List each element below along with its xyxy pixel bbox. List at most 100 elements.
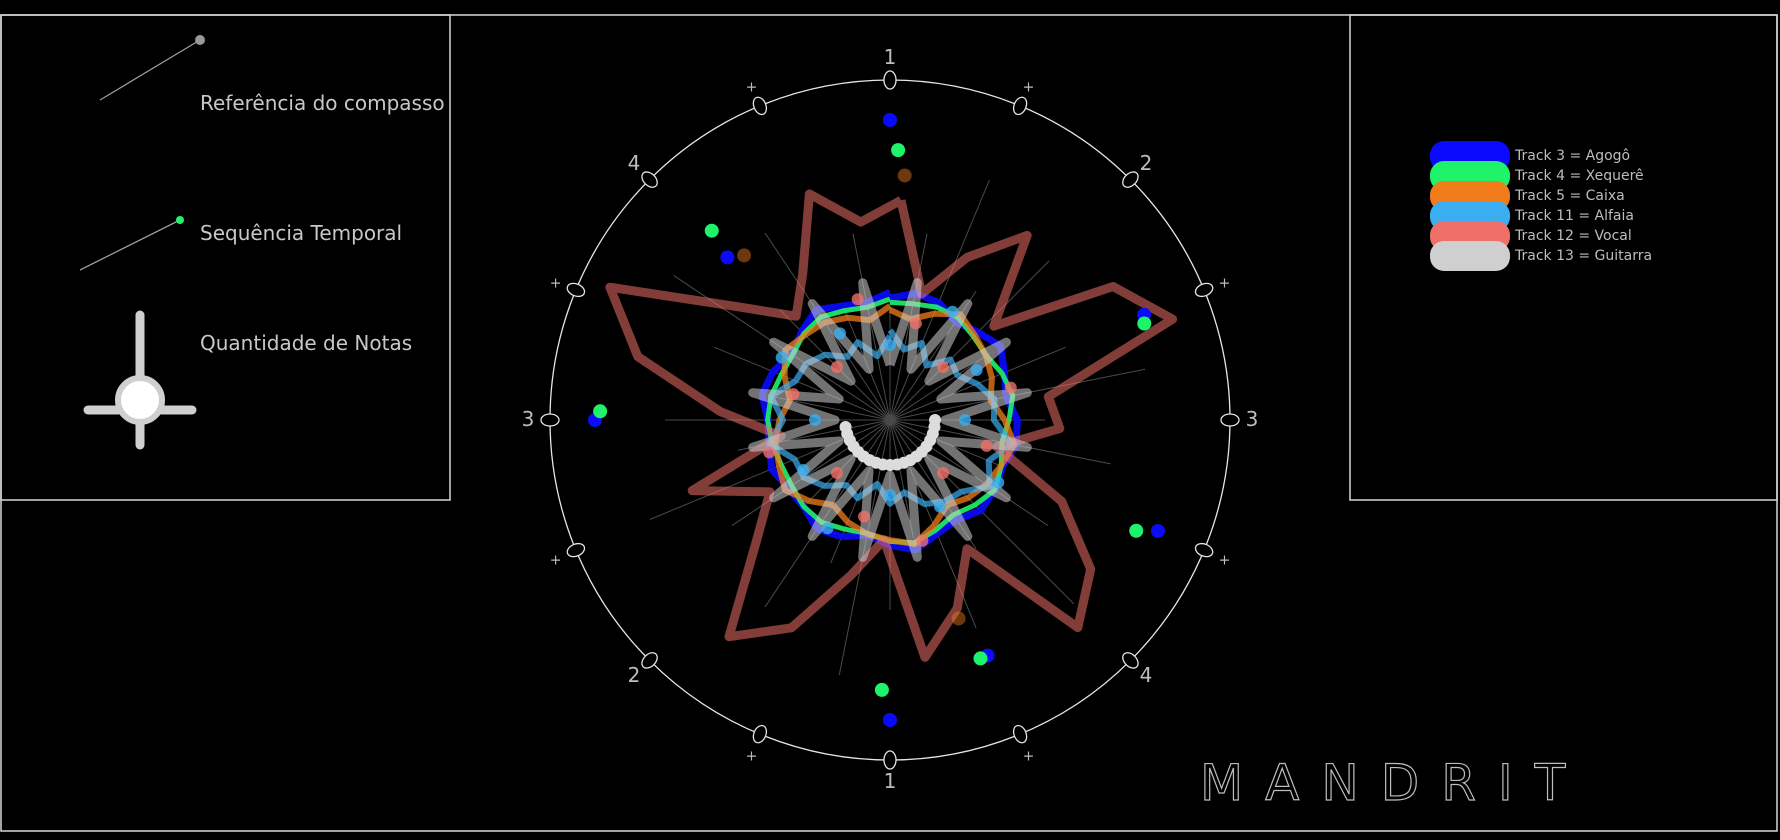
beat-label: 1 <box>884 45 897 69</box>
inner-note-dot <box>959 414 971 426</box>
beat-marker <box>1122 652 1139 669</box>
sequence-dot <box>1129 523 1144 538</box>
beat-marker <box>566 542 586 558</box>
inner-note-dot <box>1004 381 1017 394</box>
track-label: Track 5 = Caixa <box>1514 188 1625 204</box>
spoke <box>714 346 891 421</box>
beat-marker <box>1122 171 1139 188</box>
spoke <box>889 419 1049 526</box>
sequence-dot <box>1137 316 1152 331</box>
beat-marker <box>883 750 897 770</box>
beat-label: + <box>1219 553 1231 569</box>
vocal-track-line <box>605 189 1178 662</box>
beat-label: 1 <box>884 769 897 793</box>
track-swatch <box>1430 241 1510 271</box>
beat-label: + <box>550 553 562 569</box>
track-legend: Track 3 = Agogô Track 4 = Xequerê Track 5 … <box>1430 141 1652 271</box>
inner-note-dot <box>775 351 788 364</box>
left-legend: Referência do compasso Sequência Tempora… <box>79 35 445 450</box>
brand-title: MANDRIT <box>1200 754 1587 812</box>
sequence-dot <box>874 682 889 697</box>
measure-reference-dot-icon <box>195 35 205 45</box>
beat-label: + <box>746 80 758 96</box>
time-sequence-icon <box>79 219 181 271</box>
guitar-note-dot <box>839 421 852 434</box>
sequence-dot <box>897 168 912 183</box>
sequence-dot <box>1150 523 1165 538</box>
measure-reference-icon <box>99 39 201 101</box>
spoke <box>731 419 891 526</box>
measure-reference-label: Referência do compasso <box>200 91 445 115</box>
track-label: Track 4 = Xequerê <box>1514 168 1644 184</box>
inner-note-dot <box>909 317 922 330</box>
inner-note-dot <box>937 360 950 373</box>
beat-label: 3 <box>522 407 535 431</box>
beat-label: 4 <box>628 151 641 175</box>
spoke <box>889 260 1050 421</box>
beat-label: 2 <box>1140 151 1153 175</box>
beat-marker <box>540 413 560 427</box>
beat-marker <box>752 724 768 744</box>
spoke <box>889 419 914 538</box>
sequence-dot <box>737 248 752 263</box>
inner-note-dot <box>934 500 946 513</box>
inner-note-dot <box>884 489 896 501</box>
sequence-dots <box>588 113 1165 727</box>
beat-label: 2 <box>628 663 641 687</box>
inner-note-dot <box>884 339 896 351</box>
inner-note-dot <box>946 305 959 318</box>
beat-markers <box>540 70 1240 770</box>
note-count-icon <box>83 310 197 450</box>
inner-note-dot <box>858 510 871 523</box>
inner-note-dot <box>851 293 864 306</box>
inner-note-dot <box>797 464 810 476</box>
note-count-label: Quantidade de Notas <box>200 331 412 355</box>
beat-label: + <box>1023 748 1035 764</box>
track-label: Track 13 = Guitarra <box>1514 248 1652 264</box>
sequence-dot <box>883 713 897 727</box>
beat-marker <box>1194 542 1214 558</box>
sequence-dot <box>720 250 735 265</box>
track-label: Track 11 = Alfaia <box>1514 208 1634 224</box>
spoke <box>889 233 928 421</box>
track-label: Track 12 = Vocal <box>1514 228 1632 244</box>
time-sequence-dot-icon <box>176 216 184 224</box>
beat-marker <box>641 171 658 188</box>
inner-note-dot <box>992 476 1005 489</box>
beat-label: + <box>1219 275 1231 291</box>
beat-marker <box>883 70 897 90</box>
rhythm-dial: 1 +2 +3 +4 +1 +2 +3 +4 + <box>522 45 1259 793</box>
track-label: Track 3 = Agogô <box>1514 148 1630 164</box>
inner-note-dot <box>970 364 983 376</box>
inner-note-dot <box>830 467 843 480</box>
beat-label: 4 <box>1140 663 1153 687</box>
inner-note-dot <box>787 388 800 401</box>
inner-note-dot <box>916 534 929 547</box>
beat-label: + <box>550 275 562 291</box>
inner-note-dot <box>809 414 821 426</box>
time-sequence-label: Sequência Temporal <box>200 221 402 245</box>
beat-label: + <box>746 748 758 764</box>
beat-labels: 1 +2 +3 +4 +1 +2 +3 +4 + <box>522 45 1259 793</box>
sequence-dot <box>951 611 966 626</box>
beat-marker <box>1012 96 1028 116</box>
inner-note-dot <box>937 467 950 480</box>
spoke <box>852 233 891 421</box>
inner-note-dot <box>980 439 993 452</box>
sequence-dot <box>704 223 719 238</box>
sequence-dot <box>883 113 897 127</box>
inner-note-dot <box>821 522 834 535</box>
beat-marker <box>1194 282 1214 298</box>
inner-note-dot <box>834 327 846 340</box>
beat-marker <box>752 96 768 116</box>
spoke <box>889 352 991 421</box>
beat-label: 3 <box>1246 407 1259 431</box>
track-legend-panel <box>1349 14 1778 501</box>
inner-note-dot <box>763 446 776 459</box>
sequence-dot <box>891 143 906 158</box>
beat-marker <box>1012 724 1028 744</box>
inner-note-dot <box>830 360 843 373</box>
beat-label: + <box>1023 80 1035 96</box>
sequence-dot <box>593 404 608 419</box>
